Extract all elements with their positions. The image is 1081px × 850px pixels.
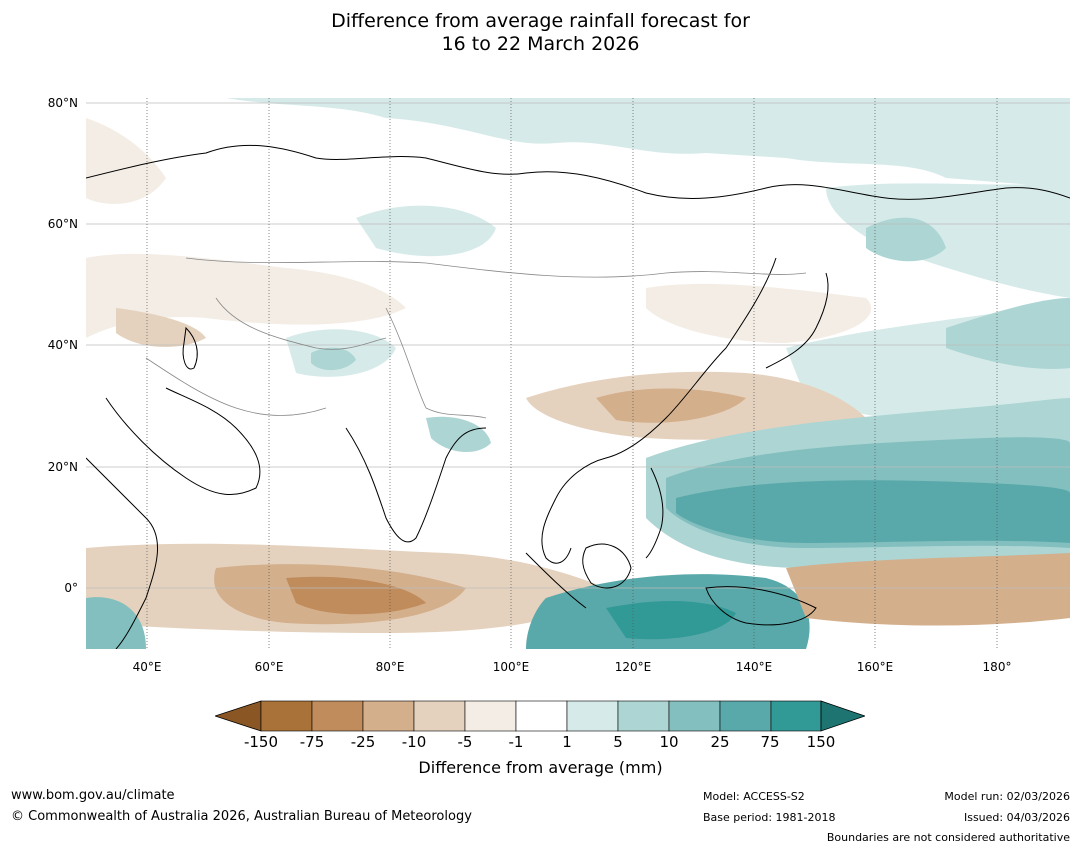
asia-north-coast bbox=[86, 144, 1070, 200]
europe-dry-core bbox=[116, 308, 206, 348]
kamchatka-wet bbox=[866, 217, 946, 262]
title-line-1: Difference from average rainfall forecas… bbox=[331, 10, 750, 32]
philippines bbox=[645, 467, 664, 559]
arctic-dry-region bbox=[86, 118, 166, 204]
caspian bbox=[182, 326, 198, 370]
colorbar-bin-2 bbox=[311, 700, 364, 732]
lon-label-100e: 100°E bbox=[492, 660, 530, 674]
colorbar-tick: 150 bbox=[806, 733, 836, 751]
lat-label-80n: 80°N bbox=[47, 96, 78, 110]
colorbar-bin-3 bbox=[362, 700, 415, 732]
rainfall-anomaly-map bbox=[86, 98, 1070, 649]
graticule bbox=[86, 102, 1070, 589]
north-pacific-wet-core bbox=[946, 298, 1070, 369]
issued-text: Issued: 04/03/2026 bbox=[963, 811, 1070, 824]
mongolia-dry-region bbox=[646, 283, 872, 343]
colorbar-bin-6 bbox=[515, 700, 568, 732]
base-period-text: Base period: 1981-2018 bbox=[703, 811, 836, 824]
model-run-text: Model run: 02/03/2026 bbox=[944, 790, 1070, 803]
lat-label-20n: 20°N bbox=[47, 460, 78, 474]
west-pacific-wet-3 bbox=[676, 480, 1070, 543]
border-middle-east bbox=[145, 357, 327, 416]
east-asia-dry-core bbox=[596, 388, 746, 423]
colorbar-extend-wet bbox=[820, 700, 865, 732]
colorbar-tick: -1 bbox=[508, 733, 524, 751]
lon-label-140e: 140°E bbox=[735, 660, 773, 674]
borders bbox=[145, 257, 807, 419]
model-text: Model: ACCESS-S2 bbox=[703, 790, 805, 803]
lat-label-60n: 60°N bbox=[47, 217, 78, 231]
colorbar-label: Difference from average (mm) bbox=[418, 758, 663, 777]
new-guinea bbox=[705, 586, 817, 626]
colorbar bbox=[215, 700, 865, 732]
arabia-coast bbox=[105, 387, 261, 496]
colorbar-bin-11 bbox=[770, 700, 822, 732]
africa-east-coast bbox=[86, 457, 159, 649]
map-title: Difference from average rainfall forecas… bbox=[0, 10, 1081, 56]
border-china-west bbox=[385, 307, 487, 419]
colorbar-bin-10 bbox=[719, 700, 772, 732]
colorbar-tick: 75 bbox=[760, 733, 780, 751]
colorbar-bin-8 bbox=[617, 700, 670, 732]
indochina-coast bbox=[541, 497, 572, 564]
tibet-wet-core bbox=[311, 347, 356, 371]
china-east-coast bbox=[555, 257, 777, 499]
colorbar-tick: -25 bbox=[350, 733, 376, 751]
arctic-wet-region bbox=[86, 98, 1070, 188]
coastlines bbox=[86, 144, 1070, 649]
colorbar-bin-7 bbox=[566, 700, 619, 732]
colorbar-tick: 5 bbox=[613, 733, 623, 751]
lat-label-40n: 40°N bbox=[47, 338, 78, 352]
colorbar-tick: 25 bbox=[710, 733, 730, 751]
colorbar-tick: 1 bbox=[562, 733, 572, 751]
lon-label-160e: 160°E bbox=[856, 660, 894, 674]
bengal-wet bbox=[426, 416, 491, 453]
copyright-text: © Commonwealth of Australia 2026, Austra… bbox=[11, 809, 472, 824]
india-coast bbox=[345, 427, 487, 543]
lon-label-40e: 40°E bbox=[132, 660, 162, 674]
disclaimer-text: Boundaries are not considered authoritat… bbox=[826, 831, 1070, 844]
title-line-2: 16 to 22 March 2026 bbox=[441, 33, 640, 55]
lon-label-80e: 80°E bbox=[375, 660, 405, 674]
borneo bbox=[582, 543, 632, 589]
sumatra bbox=[525, 552, 587, 609]
south-pacific-dry bbox=[786, 553, 1070, 626]
colorbar-tick: -10 bbox=[401, 733, 427, 751]
siberia-wet-2 bbox=[826, 183, 1070, 298]
colorbar-bin-4 bbox=[413, 700, 466, 732]
colorbar-bin-1 bbox=[260, 700, 313, 732]
border-russia-south bbox=[185, 257, 807, 278]
lon-label-120e: 120°E bbox=[614, 660, 652, 674]
lon-label-60e: 60°E bbox=[254, 660, 284, 674]
lon-label-180: 180° bbox=[982, 660, 1012, 674]
lat-label-0: 0° bbox=[64, 581, 78, 595]
siberia-wet-1 bbox=[356, 205, 496, 257]
colorbar-tick: -5 bbox=[457, 733, 473, 751]
indian-ocean-dry-deep bbox=[286, 576, 426, 615]
maritime-wet-core bbox=[606, 601, 736, 640]
colorbar-tick: -75 bbox=[299, 733, 325, 751]
colorbar-bin-5 bbox=[464, 700, 517, 732]
meridians bbox=[146, 98, 998, 649]
colorbar-tick: -150 bbox=[243, 733, 279, 751]
border-central-asia bbox=[215, 297, 387, 350]
colorbar-bin-9 bbox=[668, 700, 721, 732]
japan bbox=[765, 272, 829, 369]
colorbar-tick: 10 bbox=[659, 733, 679, 751]
website-link[interactable]: www.bom.gov.au/climate bbox=[11, 788, 175, 803]
colorbar-extend-dry bbox=[215, 700, 262, 732]
europe-dry-region bbox=[86, 253, 406, 338]
madagascar-wet bbox=[86, 597, 146, 649]
